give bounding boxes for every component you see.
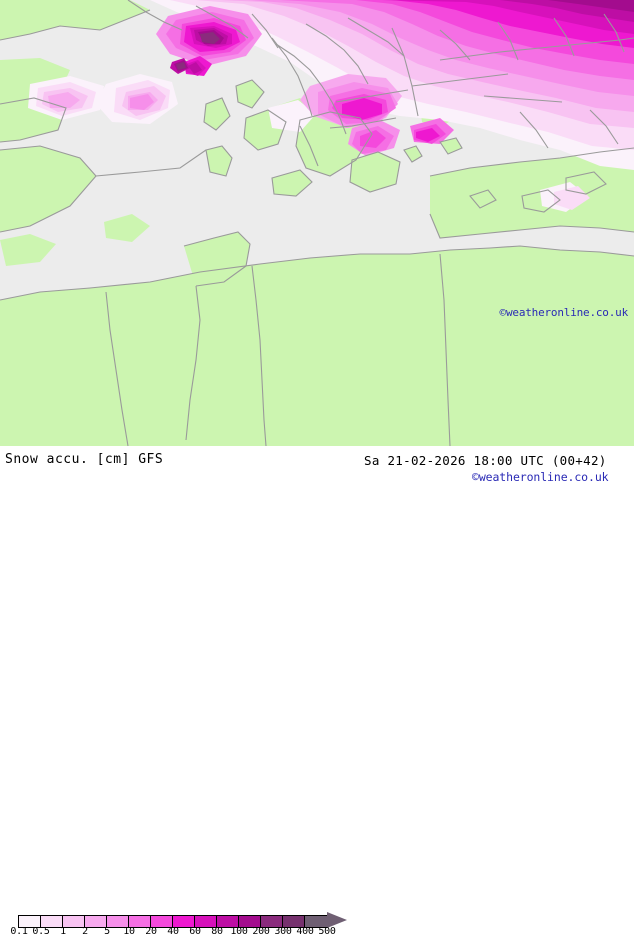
color-scale-tick: 400 <box>296 926 314 937</box>
color-scale-tick: 10 <box>123 926 135 937</box>
color-scale-ticks: 0.1 0.5 1 2 5 10 20 40 60 80 100 200 300 400 500 <box>0 926 360 937</box>
color-scale-tick: 200 <box>252 926 270 937</box>
color-scale-tick: 80 <box>211 926 223 937</box>
map-watermark: ©weatheronline.co.uk <box>499 306 629 319</box>
color-scale-tick: 500 <box>318 926 336 937</box>
valid-timestamp: Sa 21-02-2026 18:00 UTC (00+42) <box>364 453 607 468</box>
color-scale-tick: 100 <box>230 926 248 937</box>
color-scale-tick: 0.5 <box>32 926 50 937</box>
color-scale-tick: 20 <box>145 926 157 937</box>
copyright-credit: ©weatheronline.co.uk <box>472 470 609 484</box>
snow-accumulation-layer <box>0 0 634 446</box>
color-scale-tick: 5 <box>104 926 110 937</box>
weather-map[interactable]: ©weatheronline.co.uk <box>0 0 634 446</box>
color-scale-tick: 0.1 <box>10 926 28 937</box>
color-scale-tick: 2 <box>82 926 88 937</box>
color-scale-tick: 40 <box>167 926 179 937</box>
color-scale-tick: 60 <box>189 926 201 937</box>
map-title: Snow accu. [cm] GFS <box>5 452 164 467</box>
color-scale-tick: 300 <box>274 926 292 937</box>
color-scale-tick: 1 <box>60 926 66 937</box>
map-footer: Snow accu. [cm] GFS Sa 21-02-2026 18:00 … <box>0 446 634 937</box>
